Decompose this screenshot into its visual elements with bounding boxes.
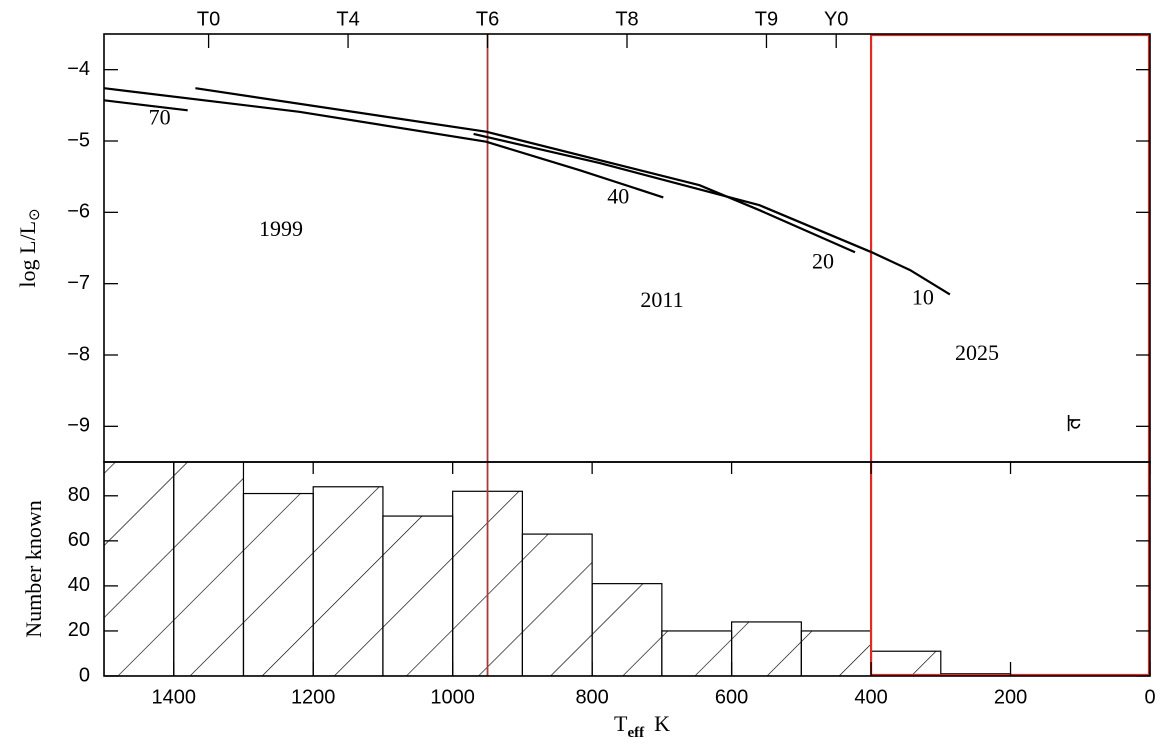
hist-bar bbox=[173, 462, 245, 676]
y-tick-label: −8 bbox=[67, 343, 90, 365]
y-tick-label: 60 bbox=[68, 529, 90, 551]
y-tick-label: −9 bbox=[67, 415, 90, 437]
top-tick-label: T0 bbox=[197, 8, 220, 30]
x-tick-label: 400 bbox=[854, 686, 887, 708]
hist-bar bbox=[591, 583, 663, 676]
top-tick-label: T4 bbox=[336, 8, 359, 30]
bottom-frame bbox=[103, 461, 1151, 677]
x-tick-label: 600 bbox=[715, 686, 748, 708]
top-tick-label: T8 bbox=[615, 8, 638, 30]
hist-bar bbox=[730, 621, 802, 676]
x-tick-label: 0 bbox=[1144, 686, 1155, 708]
x-tick-label: 800 bbox=[575, 686, 608, 708]
top-y-label: log L/L⊙ bbox=[15, 208, 43, 287]
y-tick-label: −5 bbox=[67, 129, 90, 151]
tracks bbox=[104, 87, 951, 296]
x-label: Teff K bbox=[614, 711, 670, 741]
track-label: 10 bbox=[912, 284, 934, 309]
histogram bbox=[104, 462, 1012, 676]
x-label-main: T bbox=[614, 711, 628, 736]
hist-bar bbox=[870, 650, 942, 676]
hist-bar bbox=[242, 492, 314, 676]
x-tick-label: 1000 bbox=[430, 686, 475, 708]
hist-bar bbox=[661, 630, 733, 676]
y-label-sub: ⊙ bbox=[27, 208, 43, 221]
y-tick-label: 0 bbox=[79, 664, 90, 686]
track-line bbox=[104, 99, 188, 112]
y-label-main: log L/L bbox=[15, 221, 40, 288]
region-label: 1999 bbox=[259, 216, 303, 241]
x-tick-label: 200 bbox=[994, 686, 1027, 708]
region-label: 2011 bbox=[640, 287, 683, 312]
y-tick-label: 20 bbox=[68, 619, 90, 641]
track-label: 70 bbox=[149, 104, 171, 129]
track-label: 20 bbox=[812, 248, 834, 273]
top-tick-label: T6 bbox=[476, 8, 499, 30]
region-label: 2025 bbox=[955, 340, 999, 365]
track-label: 40 bbox=[607, 183, 629, 208]
y-tick-label: 40 bbox=[68, 574, 90, 596]
y-tick-label: −4 bbox=[67, 58, 90, 80]
hist-bar bbox=[521, 533, 593, 676]
plot: 1999 2011 2025 70 40 20 10 −4 −5 −6 −7 −8 −9 T0 T4 T6 T8… bbox=[67, 8, 1155, 708]
top-tick-label: T9 bbox=[755, 8, 778, 30]
x-label-unit: K bbox=[654, 711, 670, 736]
symbol: ♃ bbox=[1064, 410, 1084, 435]
bottom-y-label: Number known bbox=[21, 500, 46, 637]
hist-bar bbox=[104, 462, 175, 676]
hist-bar bbox=[800, 630, 872, 676]
track-line bbox=[473, 132, 951, 296]
hist-bar bbox=[312, 486, 384, 676]
y-tick-label: −7 bbox=[67, 272, 90, 294]
x-tick-label: 1400 bbox=[151, 686, 196, 708]
top-tick-label: Y0 bbox=[824, 8, 848, 30]
track-line bbox=[104, 87, 664, 199]
x-label-sub: eff bbox=[627, 725, 645, 741]
y-tick-label: −6 bbox=[67, 201, 90, 223]
track-line bbox=[195, 87, 856, 254]
y-tick-label: 80 bbox=[68, 484, 90, 506]
hist-bar bbox=[382, 515, 454, 676]
x-tick-label: 1200 bbox=[291, 686, 336, 708]
